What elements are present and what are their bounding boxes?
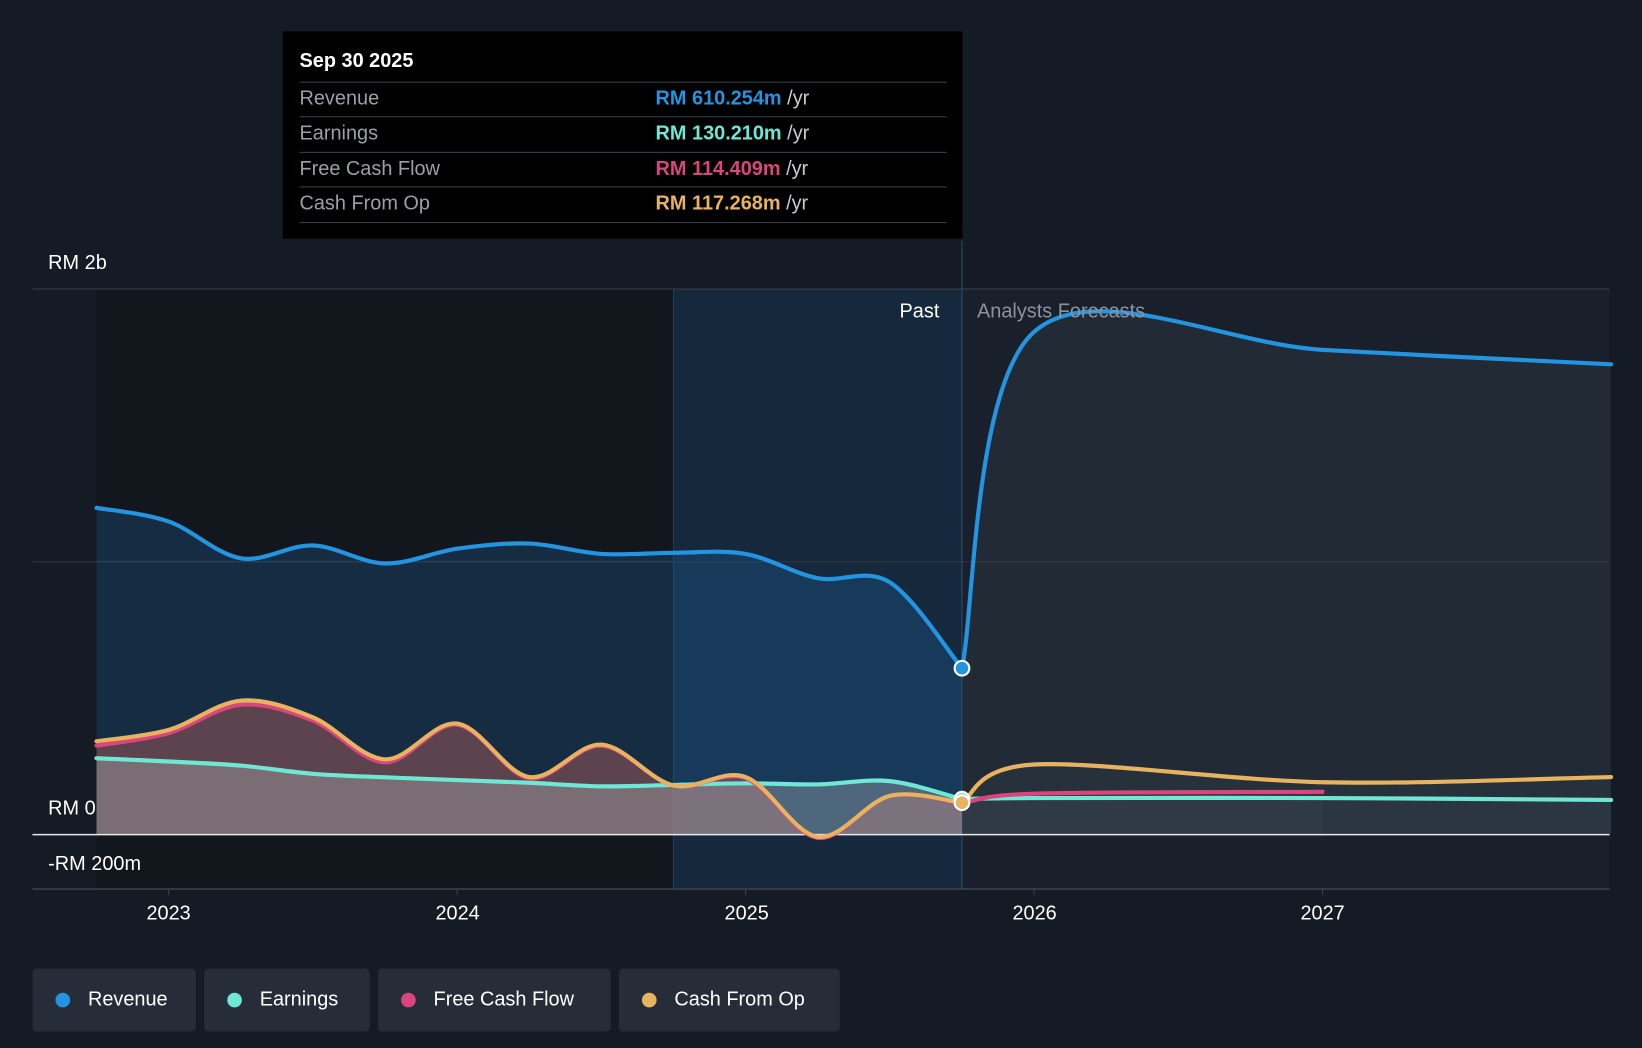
- x-tick-label: 2023: [146, 902, 191, 925]
- tooltip-value: RM 610.254m: [655, 87, 782, 110]
- y-tick-label: -RM 200m: [48, 853, 142, 876]
- line-earnings-forecast: [959, 795, 1614, 803]
- x-tick-label: 2027: [1300, 902, 1345, 925]
- area-cash-from-op-past: [96, 700, 962, 837]
- tooltip-label: Free Cash Flow: [299, 158, 440, 181]
- area-revenue-past: [96, 507, 962, 835]
- x-tick-label: 2024: [435, 902, 480, 925]
- area-revenue-forecast: [961, 311, 1612, 835]
- forecast-region: [961, 289, 1610, 890]
- legend-label: Free Cash Flow: [433, 988, 574, 1011]
- legend-label: Earnings: [259, 988, 339, 1011]
- past-region: [96, 289, 674, 890]
- legend-revenue[interactable]: Revenue: [32, 968, 196, 1032]
- y-tick-label: RM 2b: [48, 252, 107, 275]
- forecast-label: Analysts Forecasts: [977, 300, 1146, 323]
- legend-cash-from-op[interactable]: Cash From Op: [618, 968, 840, 1032]
- tooltip-label: Earnings: [299, 122, 379, 145]
- legend-earnings[interactable]: Earnings: [204, 968, 370, 1032]
- tooltip: Sep 30 2025 Revenue RM 610.254m /yr Earni…: [282, 31, 963, 239]
- tooltip-unit: /yr: [787, 87, 810, 110]
- legend-label: Revenue: [87, 988, 168, 1011]
- legend-label: Cash From Op: [674, 988, 805, 1011]
- line-revenue-forecast: [959, 309, 1614, 671]
- area-earnings-past: [96, 758, 962, 835]
- earnings-dot-icon: [227, 992, 242, 1008]
- line-revenue-past: [94, 505, 965, 671]
- tooltip-row-fcf: Free Cash Flow RM 114.409m /yr: [299, 151, 947, 188]
- line-cash-from-op-past: [94, 698, 965, 839]
- tooltip-value: RM 114.409m: [655, 158, 781, 181]
- legend-free-cash-flow[interactable]: Free Cash Flow: [378, 968, 611, 1032]
- marker-revenue: [953, 659, 971, 677]
- area-free-cash-flow-forecast: [961, 791, 1323, 835]
- line-cash-from-op-forecast: [959, 762, 1614, 805]
- revenue-dot-icon: [55, 992, 71, 1008]
- fcf-dot-icon: [401, 992, 416, 1008]
- tooltip-row-revenue: Revenue RM 610.254m /yr: [299, 81, 947, 118]
- tooltip-row-cfo: Cash From Op RM 117.268m /yr: [299, 186, 947, 224]
- tooltip-value: RM 117.268m: [655, 192, 781, 215]
- y-tick-label: RM 0: [48, 797, 96, 820]
- tooltip-label: Cash From Op: [299, 192, 430, 215]
- past-label: Past: [899, 300, 940, 323]
- x-tick-label: 2025: [724, 902, 769, 925]
- tooltip-unit: /yr: [786, 158, 809, 181]
- marker-cash-from-op: [953, 794, 971, 812]
- area-free-cash-flow-past: [96, 704, 962, 839]
- area-earnings-forecast: [961, 797, 1612, 835]
- tooltip-unit: /yr: [787, 122, 810, 145]
- highlight-region: [673, 289, 962, 890]
- tooltip-label: Revenue: [299, 87, 380, 110]
- x-tick-label: 2026: [1012, 902, 1057, 925]
- tooltip-row-earnings: Earnings RM 130.210m /yr: [299, 116, 947, 152]
- tooltip-unit: /yr: [786, 192, 809, 215]
- line-free-cash-flow-forecast: [959, 789, 1325, 806]
- tooltip-value: RM 130.210m: [655, 122, 782, 145]
- line-earnings-past: [94, 756, 965, 802]
- tooltip-date: Sep 30 2025: [299, 50, 414, 73]
- cfo-dot-icon: [641, 992, 657, 1008]
